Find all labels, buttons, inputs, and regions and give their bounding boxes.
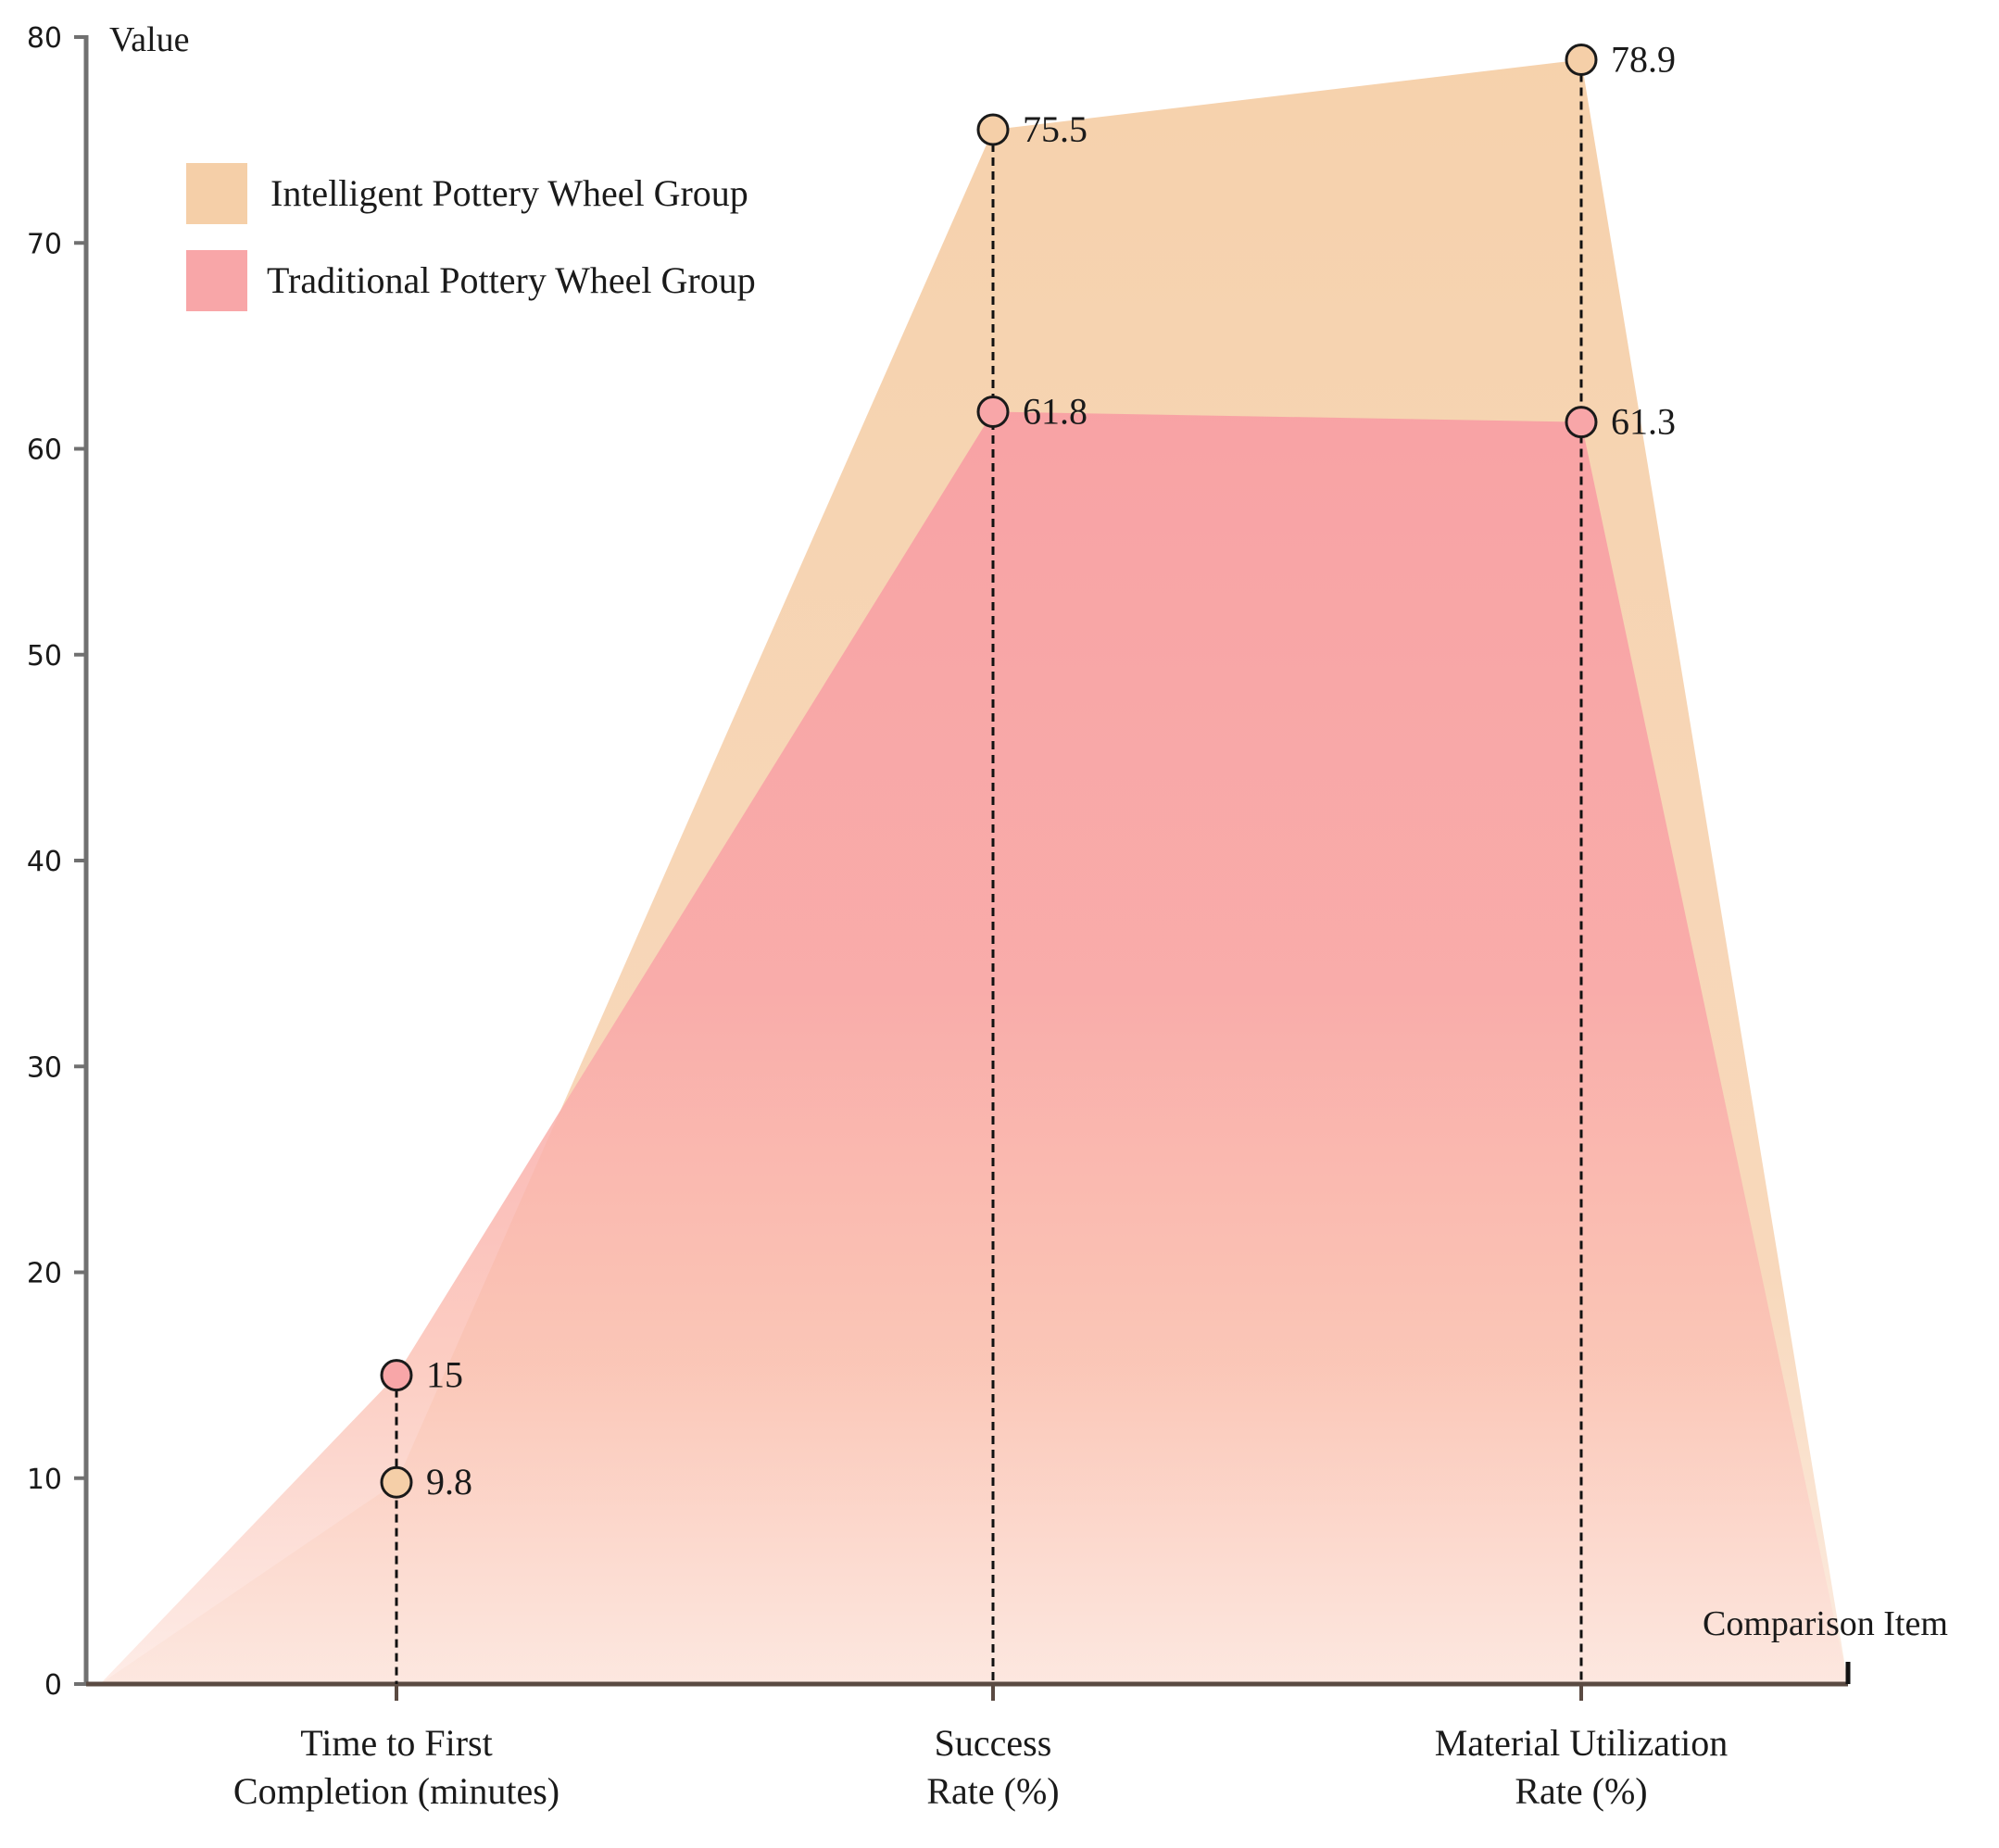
- drop-lines-layer: [395, 59, 1583, 1684]
- y-axis-title: Value: [109, 20, 190, 59]
- x-tick-label: Completion (minutes): [233, 1770, 559, 1812]
- legend-swatch-intelligent: [186, 163, 247, 224]
- x-tick-label: Success: [935, 1722, 1052, 1764]
- legend-swatch-traditional: [186, 250, 247, 311]
- markers-layer: 9.8 75.5 78.9 15 61.8 61.3: [380, 38, 1676, 1502]
- area-traditional: [100, 411, 1848, 1684]
- y-tick-label: 70: [27, 228, 62, 260]
- data-label: 75.5: [1023, 108, 1088, 150]
- y-tick-label: 80: [27, 22, 62, 55]
- x-axis-title: Comparison Item: [1703, 1604, 1948, 1643]
- traditional-point: [380, 1359, 413, 1392]
- data-label: 78.9: [1611, 38, 1676, 80]
- x-tick-label: Rate (%): [1515, 1770, 1647, 1812]
- legend-label: Intelligent Pottery Wheel Group: [270, 172, 748, 214]
- y-tick-label: 40: [27, 846, 62, 878]
- data-label: 15: [426, 1354, 463, 1396]
- legend: Intelligent Pottery Wheel Group Tradition…: [186, 163, 756, 311]
- data-label: 61.3: [1611, 401, 1676, 443]
- intelligent-point: [380, 1465, 413, 1499]
- legend-label: Traditional Pottery Wheel Group: [267, 259, 756, 301]
- y-tick-label: 20: [27, 1258, 62, 1290]
- intelligent-point: [976, 113, 1010, 146]
- areas-layer: [100, 59, 1848, 1684]
- x-tick-label: Material Utilization: [1435, 1722, 1729, 1764]
- x-tick-label: Time to First: [300, 1722, 492, 1764]
- axes-layer: 0 10 20 30 40 50 60 70 80 Time to First Completion…: [27, 22, 1851, 1812]
- traditional-point: [976, 395, 1010, 428]
- y-tick-label: 50: [27, 640, 62, 673]
- y-tick-label: 60: [27, 434, 62, 467]
- y-tick-label: 10: [27, 1464, 62, 1496]
- traditional-point: [1565, 406, 1598, 439]
- y-tick-label: 0: [44, 1669, 62, 1702]
- data-label: 61.8: [1023, 390, 1088, 432]
- x-tick-label: Rate (%): [926, 1770, 1059, 1812]
- y-tick-label: 30: [27, 1051, 62, 1084]
- intelligent-point: [1565, 43, 1598, 76]
- data-label: 9.8: [426, 1461, 472, 1502]
